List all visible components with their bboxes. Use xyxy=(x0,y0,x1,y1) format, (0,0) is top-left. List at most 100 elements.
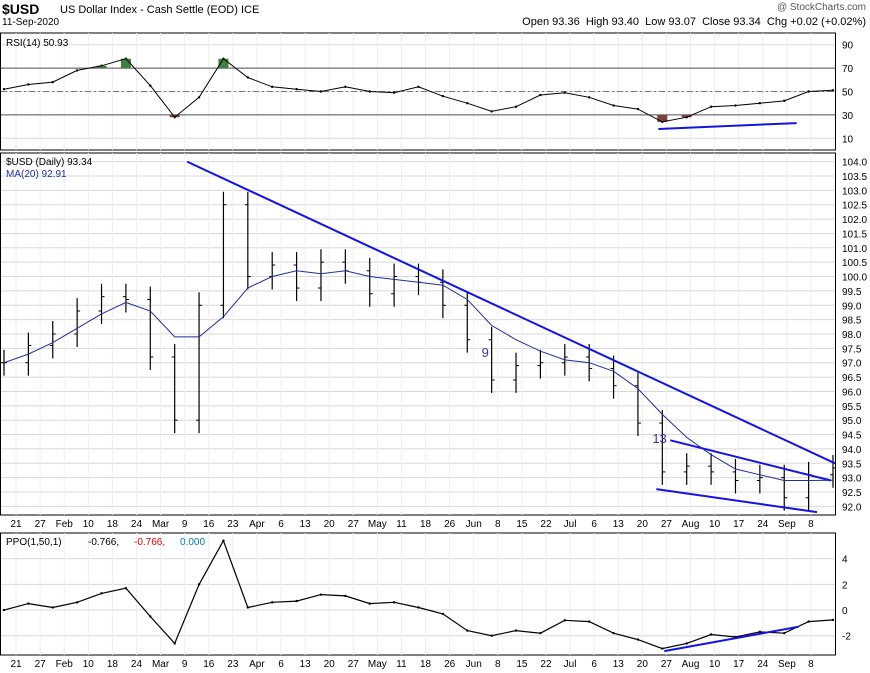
ppo-x-tick-label: Apr xyxy=(249,659,265,670)
ppo-x-tick-label: 24 xyxy=(757,659,769,670)
ppo-x-tick-label: 6 xyxy=(278,659,284,670)
ppo-panel-frame xyxy=(0,532,836,656)
stockcharts-credit[interactable]: @ StockCharts.com xyxy=(776,2,866,13)
1-y-tick-label: 93.5 xyxy=(842,459,862,470)
rsi-oversold-fill xyxy=(169,114,180,118)
ppo-line xyxy=(3,539,834,650)
1-y-tick-label: 100.5 xyxy=(842,258,867,269)
rsi-line xyxy=(3,57,834,123)
low-value: 93.07 xyxy=(668,16,696,28)
high-label: High xyxy=(585,16,609,28)
ppo-x-tick-label: 27 xyxy=(661,659,673,670)
2-y-tick-label: 0 xyxy=(842,606,848,617)
rsi-trendline xyxy=(658,122,797,130)
ppo-x-tick-label: 24 xyxy=(131,659,143,670)
price-x-tick-label: 6 xyxy=(591,519,597,530)
price-legend: $USD (Daily) 93.34 xyxy=(6,157,93,168)
ohlc-quote: Open 93.36 High 93.40 Low 93.07 Close 93… xyxy=(522,16,866,28)
1-y-tick-label: 92.0 xyxy=(842,502,862,513)
ppo-x-tick-label: 22 xyxy=(540,659,552,670)
1-y-tick-label: 103.5 xyxy=(842,172,867,183)
price-x-tick-label: 9 xyxy=(182,519,188,530)
price-x-tick-label: 13 xyxy=(300,519,312,530)
1-y-tick-label: 100.0 xyxy=(842,273,867,284)
ppo-legend-histogram: 0.000 xyxy=(180,537,205,548)
close-label: Close xyxy=(702,16,731,28)
1-y-tick-label: 94.0 xyxy=(842,445,862,456)
price-x-tick-label: 16 xyxy=(203,519,215,530)
ppo-trendline xyxy=(664,625,799,653)
1-y-tick-label: 99.0 xyxy=(842,301,862,312)
ppo-x-tick-label: 18 xyxy=(107,659,119,670)
1-y-tick-label: 95.5 xyxy=(842,402,862,413)
ppo-x-tick-label: 27 xyxy=(35,659,47,670)
chart-description: US Dollar Index - Cash Settle (EOD) ICE xyxy=(60,4,260,16)
ppo-x-tick-label: Feb xyxy=(56,659,74,670)
change-label: Chg xyxy=(766,16,788,28)
price-x-tick-label: Jul xyxy=(564,519,577,530)
price-x-tick-label: 18 xyxy=(420,519,432,530)
ppo-x-tick-label: 8 xyxy=(808,659,814,670)
price-resistance-trendline xyxy=(186,160,836,465)
1-y-tick-label: 95.0 xyxy=(842,416,862,427)
ppo-x-tick-label: 11 xyxy=(396,659,407,670)
price-wedge-lower-trendline xyxy=(656,488,818,514)
open-label: Open xyxy=(522,16,550,28)
2-y-tick-label: 2 xyxy=(842,580,848,591)
open-value: 93.36 xyxy=(552,16,580,28)
ppo-x-tick-label: Jul xyxy=(564,659,577,670)
1-y-tick-label: 98.5 xyxy=(842,316,862,327)
price-x-tick-label: 23 xyxy=(227,519,239,530)
price-x-tick-label: 22 xyxy=(540,519,552,530)
price-x-tick-label: 27 xyxy=(348,519,360,530)
2-y-tick-label: 4 xyxy=(842,555,848,566)
1-y-tick-label: 104.0 xyxy=(842,158,867,169)
price-x-tick-label: 17 xyxy=(733,519,745,530)
1-y-tick-label: 102.0 xyxy=(842,215,867,226)
ppo-x-tick-label: 10 xyxy=(83,659,95,670)
1-y-tick-label: 96.5 xyxy=(842,373,862,384)
0-y-tick-label: 50 xyxy=(842,88,854,99)
1-y-tick-label: 101.5 xyxy=(842,229,867,240)
ppo-x-tick-label: 27 xyxy=(348,659,360,670)
rsi-legend: RSI(14) 50.93 xyxy=(6,38,69,49)
price-x-tick-label: 15 xyxy=(516,519,528,530)
ppo-x-tick-label: 18 xyxy=(420,659,432,670)
ppo-x-tick-label: 8 xyxy=(495,659,501,670)
ma-legend: MA(20) 92.91 xyxy=(6,169,67,180)
price-x-tick-label: 6 xyxy=(278,519,284,530)
ppo-x-tick-label: 13 xyxy=(613,659,625,670)
ppo-x-tick-label: Mar xyxy=(152,659,170,670)
0-y-tick-label: 10 xyxy=(842,134,854,145)
price-x-tick-label: 10 xyxy=(709,519,721,530)
ppo-x-tick-label: 20 xyxy=(637,659,649,670)
rsi-oversold-fill xyxy=(681,114,692,118)
ppo-x-tick-label: 26 xyxy=(444,659,456,670)
price-x-tick-label: 24 xyxy=(131,519,143,530)
1-y-tick-label: 92.5 xyxy=(842,488,862,499)
price-x-tick-label: Aug xyxy=(682,519,700,530)
price-x-tick-label: 8 xyxy=(808,519,814,530)
price-x-tick-label: 20 xyxy=(324,519,336,530)
low-label: Low xyxy=(645,16,666,28)
rsi-oversold-fill xyxy=(657,114,668,122)
price-x-tick-label: Mar xyxy=(152,519,170,530)
ppo-legend-name: PPO(1,50,1) xyxy=(6,537,62,548)
td-count-annotation: 9 xyxy=(482,345,489,360)
1-y-tick-label: 102.5 xyxy=(842,201,867,212)
price-x-tick-label: Sep xyxy=(778,519,796,530)
rsi-overbought-fill xyxy=(218,58,229,69)
2-y-tick-label: -2 xyxy=(842,632,851,643)
rsi-overbought-fill xyxy=(96,65,107,69)
ppo-x-tick-label: May xyxy=(368,659,387,670)
1-y-tick-label: 103.0 xyxy=(842,186,867,197)
1-y-tick-label: 97.0 xyxy=(842,359,862,370)
ppo-x-tick-label: 23 xyxy=(227,659,239,670)
price-panel-frame xyxy=(0,152,836,516)
ppo-x-tick-label: Jun xyxy=(466,659,482,670)
close-value: 93.34 xyxy=(733,16,761,28)
1-y-tick-label: 94.5 xyxy=(842,431,862,442)
price-x-tick-label: 27 xyxy=(35,519,47,530)
ppo-x-tick-label: 21 xyxy=(10,659,22,670)
